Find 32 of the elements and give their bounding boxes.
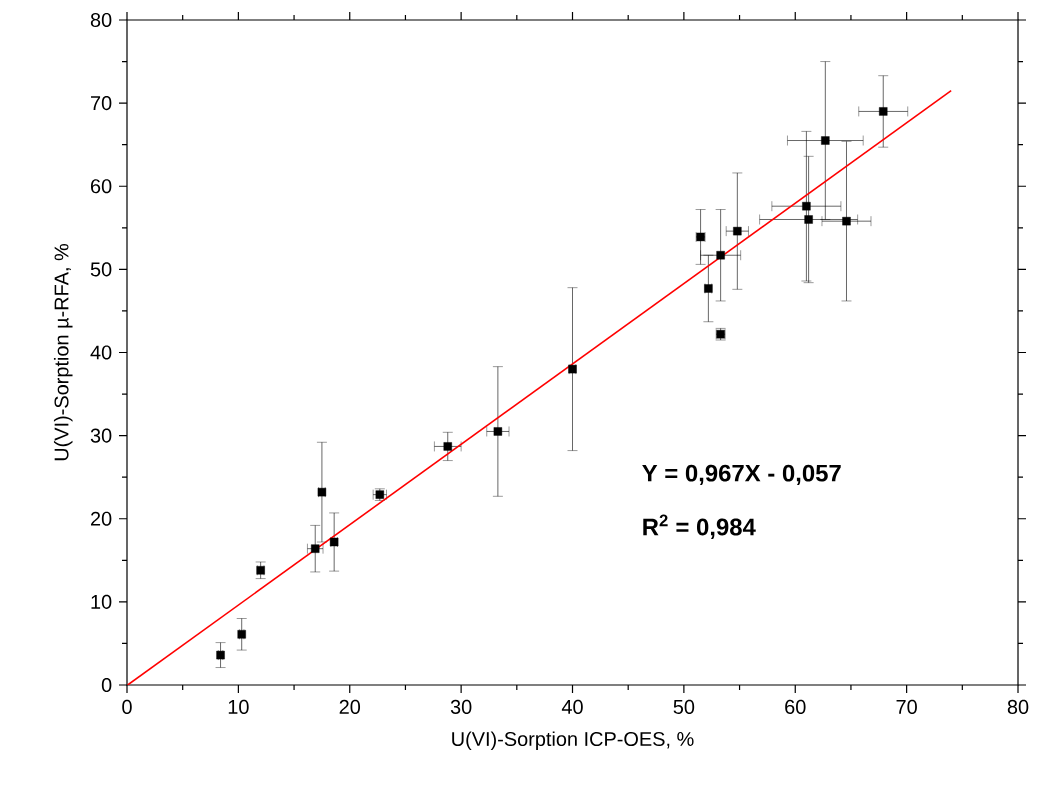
point bbox=[493, 427, 503, 436]
point bbox=[716, 251, 725, 260]
point bbox=[443, 442, 452, 451]
x-tick-label: 50 bbox=[673, 699, 695, 714]
y-tick-label: 20 bbox=[90, 511, 112, 526]
y-tick-label: 80 bbox=[90, 12, 112, 28]
y-tick-label: 60 bbox=[91, 179, 112, 194]
x-axis-title: U(VI)-Sorption ICP-OES, % bbox=[452, 731, 694, 751]
point bbox=[311, 544, 320, 553]
x-tick-label: 40 bbox=[561, 699, 583, 714]
y-axis-title: U(VI)-Sorption µ-RFA, % bbox=[53, 243, 73, 461]
x-tick-label: 0 bbox=[122, 699, 132, 714]
point bbox=[733, 226, 742, 236]
point bbox=[821, 136, 830, 145]
x-tick-label: 20 bbox=[339, 699, 361, 714]
y-tick-label: 10 bbox=[91, 594, 112, 609]
y-tick-label: 40 bbox=[90, 345, 112, 360]
x-tick-label: 10 bbox=[228, 699, 249, 714]
point bbox=[842, 216, 851, 226]
x-tick-label: 80 bbox=[1007, 699, 1029, 714]
y-tick-label: 0 bbox=[101, 677, 112, 693]
point bbox=[879, 107, 888, 116]
x-tick-label: 70 bbox=[896, 699, 917, 714]
point bbox=[804, 215, 813, 224]
annotation: Y = 0,967X - 0,057 bbox=[642, 464, 841, 486]
x-tick-label: 30 bbox=[450, 699, 472, 714]
y-tick-label: 70 bbox=[91, 96, 112, 111]
point bbox=[802, 202, 811, 211]
y-tick-label: 30 bbox=[90, 428, 112, 443]
x-tick-label: 60 bbox=[785, 699, 806, 714]
annotation: R$^{2}$ = 0,984 bbox=[643, 514, 756, 539]
y-tick-label: 50 bbox=[90, 262, 112, 277]
